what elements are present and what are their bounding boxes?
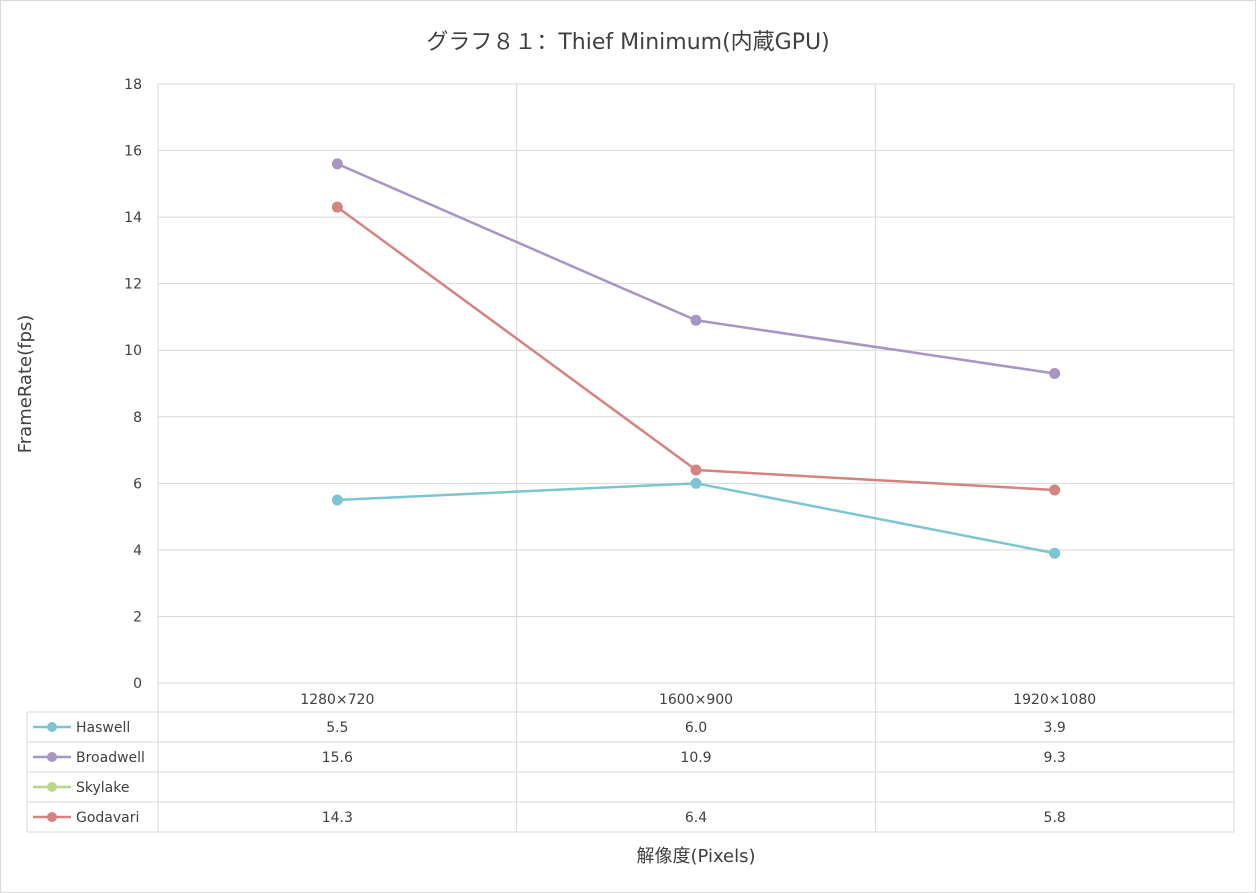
y-tick-label: 10 (124, 343, 142, 359)
data-table-cell: 10.9 (680, 750, 711, 766)
series-line (336, 482, 1056, 555)
y-tick-label: 8 (133, 410, 142, 426)
data-point (331, 201, 343, 213)
data-point (690, 464, 702, 476)
legend-label: Godavari (76, 810, 139, 826)
x-tick-label: 1280×720 (300, 692, 374, 708)
data-table: 1280×720 1600×900 1920×1080 Haswell 5.5 6.0 3.… (26, 692, 1235, 833)
x-tick-label: 1920×1080 (1013, 692, 1096, 708)
y-tick-label: 2 (133, 609, 142, 625)
plot-area (331, 158, 1061, 559)
x-tick-label: 1600×900 (659, 692, 733, 708)
legend-key-marker (47, 722, 57, 732)
y-tick-label: 16 (124, 144, 142, 160)
y-tick-label: 18 (124, 77, 142, 93)
y-tick-label: 6 (133, 476, 142, 492)
series-line (336, 205, 1056, 492)
data-point (1049, 484, 1061, 496)
data-table-cell: 15.6 (322, 750, 353, 766)
grid (157, 83, 1235, 712)
y-tick-label: 12 (124, 277, 142, 293)
legend-label: Haswell (76, 720, 130, 736)
series-line (336, 162, 1056, 375)
data-table-cell: 5.5 (326, 720, 348, 736)
data-table-cell: 14.3 (322, 810, 353, 826)
legend-key-marker (47, 812, 57, 822)
data-point (1049, 368, 1061, 380)
data-table-cell: 3.9 (1044, 720, 1066, 736)
legend-label: Broadwell (76, 750, 145, 766)
data-point (690, 477, 702, 489)
y-axis-title: FrameRate(fps) (15, 315, 36, 454)
data-table-cell: 6.0 (685, 720, 707, 736)
data-point (331, 494, 343, 506)
legend-label: Skylake (76, 780, 129, 796)
legend-key-marker (47, 752, 57, 762)
data-point (690, 314, 702, 326)
y-axis: 0 2 4 6 8 10 12 14 16 18 (124, 77, 142, 692)
legend-key-marker (47, 782, 57, 792)
data-table-cell: 9.3 (1044, 750, 1066, 766)
chart-title: グラフ８１：Thief Minimum(内蔵GPU) (426, 30, 829, 55)
y-tick-label: 0 (133, 676, 142, 692)
data-point (331, 158, 343, 170)
y-tick-label: 4 (133, 543, 142, 559)
data-table-cell: 5.8 (1044, 810, 1066, 826)
x-axis-title: 解像度(Pixels) (636, 846, 755, 867)
data-point (1049, 547, 1061, 559)
y-tick-label: 14 (124, 210, 142, 226)
data-table-cell: 6.4 (685, 810, 707, 826)
